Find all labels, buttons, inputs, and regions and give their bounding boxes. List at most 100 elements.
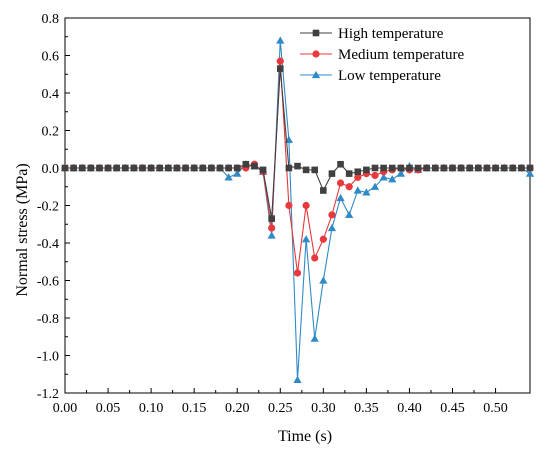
series-line-high-temperature	[65, 68, 530, 219]
x-tick-label: 0.25	[268, 401, 293, 416]
data-point-high-temperature	[139, 164, 146, 172]
y-axis-title: Normal stress (MPa)	[14, 163, 31, 296]
data-point-low-temperature	[370, 182, 380, 190]
data-point-high-temperature	[388, 164, 396, 172]
legend-marker	[312, 50, 320, 58]
y-tick-label: -0.8	[37, 312, 59, 327]
series-low-temperature	[60, 36, 535, 383]
x-tick-label: 0.50	[483, 401, 508, 416]
data-point-high-temperature	[328, 170, 336, 177]
data-point-high-temperature	[500, 164, 508, 172]
x-tick-label: 0.15	[182, 401, 207, 416]
data-point-high-temperature	[87, 164, 95, 172]
data-point-high-temperature	[311, 166, 319, 174]
data-point-high-temperature	[233, 164, 241, 172]
plot-border	[64, 17, 531, 394]
data-point-medium-temperature	[328, 211, 336, 219]
data-point-low-temperature	[327, 223, 337, 232]
data-point-high-temperature	[337, 160, 344, 168]
data-point-medium-temperature	[371, 171, 379, 180]
data-point-medium-temperature	[311, 254, 319, 262]
series-high-temperature	[61, 65, 534, 222]
data-point-high-temperature	[61, 164, 69, 172]
data-point-high-temperature	[113, 164, 120, 172]
data-point-low-temperature	[224, 173, 233, 181]
data-point-high-temperature	[414, 164, 422, 172]
data-point-high-temperature	[285, 164, 293, 172]
data-point-high-temperature	[216, 164, 224, 172]
data-point-high-temperature	[406, 164, 413, 172]
x-axis-title: Time (s)	[278, 428, 332, 445]
data-point-medium-temperature	[276, 57, 284, 65]
data-point-low-temperature	[267, 231, 276, 239]
data-point-medium-temperature	[319, 235, 327, 243]
data-point-low-temperature	[396, 169, 405, 177]
legend-item-high-temperature: High temperature	[300, 26, 444, 42]
y-tick-label: 0.4	[42, 87, 60, 102]
data-point-high-temperature	[371, 164, 379, 172]
data-point-medium-temperature	[336, 179, 345, 187]
data-point-high-temperature	[182, 164, 189, 172]
data-point-high-temperature	[431, 164, 439, 172]
tick-labels: 0.00 0.05 0.10 0.15 0.20 0.25 0.30 0.35 0.40 0.45…	[37, 12, 508, 416]
x-tick-label: 0.40	[397, 401, 422, 416]
data-point-low-temperature	[233, 169, 242, 177]
data-point-high-temperature	[190, 164, 198, 172]
x-tick-label: 0.35	[354, 401, 379, 416]
legend-item-low-temperature: Low temperature	[300, 68, 441, 84]
data-point-high-temperature	[225, 164, 232, 172]
data-point-medium-temperature	[345, 183, 353, 191]
data-point-high-temperature	[208, 164, 215, 172]
legend: High temperature Medium temperature Low te…	[300, 26, 465, 84]
data-point-high-temperature	[466, 164, 474, 172]
data-point-low-temperature	[525, 169, 535, 177]
data-point-high-temperature	[354, 168, 362, 176]
data-point-high-temperature	[294, 162, 301, 170]
data-point-low-temperature	[319, 276, 328, 284]
data-point-high-temperature	[78, 164, 86, 172]
data-point-low-temperature	[388, 175, 397, 183]
data-point-high-temperature	[449, 164, 456, 172]
data-point-high-temperature	[440, 164, 448, 172]
data-point-high-temperature	[70, 164, 77, 172]
data-point-high-temperature	[526, 164, 534, 172]
data-point-medium-temperature	[354, 173, 362, 181]
data-point-high-temperature	[518, 164, 525, 172]
x-tick-label: 0.10	[139, 401, 164, 416]
y-tick-label: -1.2	[37, 387, 59, 402]
data-point-high-temperature	[96, 164, 103, 172]
data-point-high-temperature	[156, 164, 164, 172]
data-point-high-temperature	[397, 164, 405, 172]
plot-frame	[64, 17, 531, 394]
data-point-low-temperature	[276, 36, 285, 44]
data-point-low-temperature	[302, 235, 311, 243]
data-point-high-temperature	[457, 164, 465, 172]
data-point-low-temperature	[310, 334, 319, 342]
data-point-medium-temperature	[302, 201, 310, 210]
data-point-medium-temperature	[293, 269, 302, 277]
y-tick-label: 0.2	[42, 125, 60, 140]
data-point-high-temperature	[259, 166, 267, 174]
y-tick-label: -0.6	[37, 275, 59, 290]
data-point-low-temperature	[379, 173, 388, 181]
data-point-high-temperature	[199, 164, 207, 172]
data-point-low-temperature	[353, 186, 362, 194]
data-point-medium-temperature	[285, 201, 293, 210]
x-tick-label: 0.45	[440, 401, 465, 416]
data-point-high-temperature	[509, 164, 517, 172]
legend-marker	[312, 29, 320, 37]
legend-label: Medium temperature	[338, 47, 465, 63]
x-tick-label: 0.00	[53, 401, 78, 416]
data-point-high-temperature	[492, 164, 499, 172]
data-point-medium-temperature	[268, 224, 276, 232]
data-point-high-temperature	[475, 164, 482, 172]
data-point-high-temperature	[345, 170, 353, 177]
data-point-low-temperature	[293, 375, 302, 383]
data-point-high-temperature	[242, 160, 250, 168]
series-line-low-temperature	[65, 40, 531, 380]
data-point-high-temperature	[165, 164, 172, 172]
data-point-low-temperature	[345, 210, 354, 218]
data-point-high-temperature	[268, 215, 275, 222]
x-tick-label: 0.30	[311, 401, 336, 416]
y-tick-label: -0.2	[37, 200, 59, 215]
